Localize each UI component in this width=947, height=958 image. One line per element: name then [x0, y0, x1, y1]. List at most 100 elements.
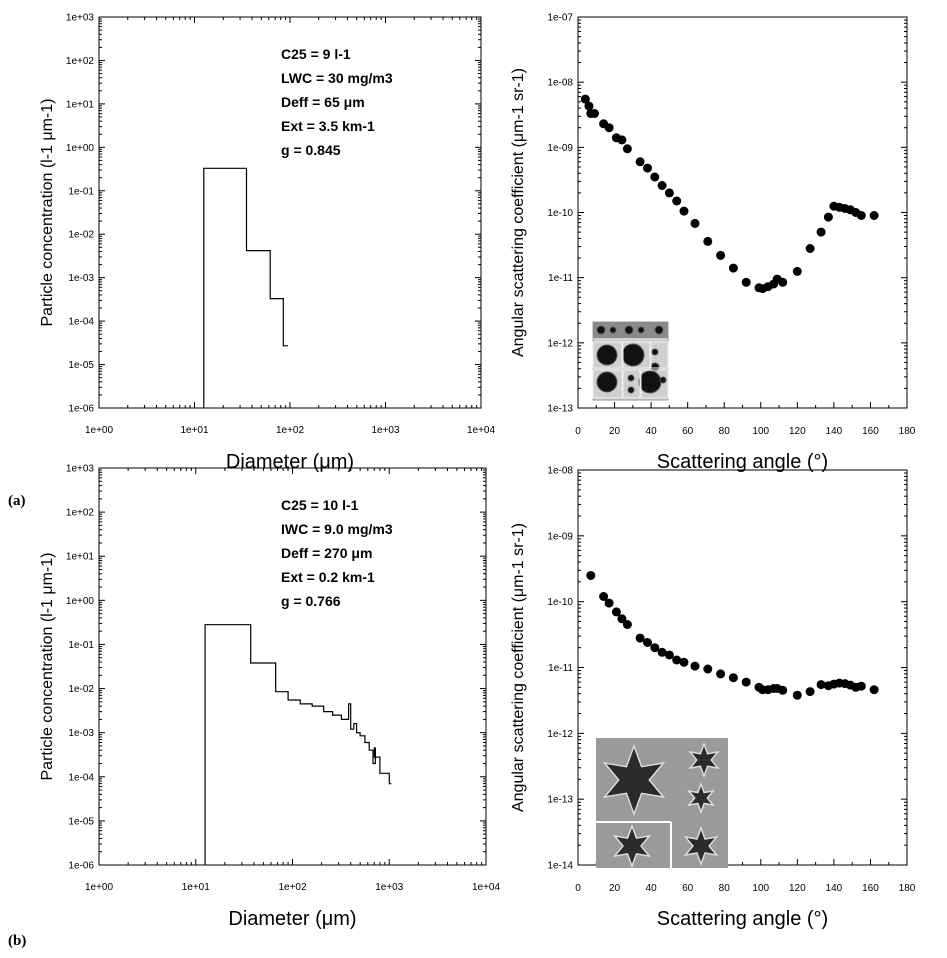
- droplet-shape: [627, 374, 635, 382]
- y-tick-label: 1e+02: [66, 56, 95, 67]
- chart-b-line: 1e-06 1e-05 1e-04 1e-03 1e-02 1e-01 1e+00 1e+01…: [39, 464, 500, 931]
- annotation-text: LWC = 30 mg/m3: [281, 70, 393, 86]
- data-point: [792, 266, 802, 276]
- chart-a-scatter: 1e-13 1e-12 1e-11 1e-10 1e-09 1e-08 1e-07 0 20 40…: [510, 13, 916, 474]
- x-tick-label: 140: [826, 883, 843, 894]
- x-tick-label: 100: [752, 883, 769, 894]
- y-tick-label: 1e-02: [68, 230, 94, 241]
- x-axis-label: Scattering angle (°): [657, 908, 828, 930]
- data-point: [599, 592, 609, 601]
- x-tick-label: 100: [752, 426, 769, 437]
- annotation-text: Deff = 65 μm: [281, 94, 365, 110]
- y-tick-label: 1e-08: [547, 78, 573, 89]
- y-tick-label: 1e-11: [548, 273, 573, 284]
- x-tick-label: 60: [682, 883, 694, 894]
- data-point: [617, 135, 627, 145]
- x-tick-label: 140: [826, 426, 843, 437]
- inset-cell: [640, 369, 669, 399]
- x-tick-label: 1e+04: [467, 425, 496, 436]
- x-tick-label: 1e+01: [182, 882, 211, 893]
- data-point: [869, 685, 879, 695]
- x-tick-label: 180: [899, 883, 916, 894]
- y-tick-label: 1e+01: [66, 552, 95, 563]
- y-axis-label: Angular scattering coefficient (μm-1 sr-…: [510, 523, 527, 812]
- x-tick-label: 180: [899, 426, 916, 437]
- ice-crystal-shape: [688, 741, 720, 779]
- inset-cell: [622, 369, 641, 399]
- data-point: [664, 650, 674, 660]
- data-point: [586, 571, 596, 580]
- data-point: [869, 211, 879, 220]
- data-point: [778, 685, 788, 695]
- y-tick-label: 1e-13: [547, 795, 573, 806]
- y-axis-label: Particle concentration (l-1 μm-1): [39, 99, 56, 327]
- x-axis-label: Scattering angle (°): [657, 451, 828, 473]
- y-tick-label: 1e+00: [66, 143, 95, 154]
- data-point: [604, 598, 614, 608]
- data-point: [728, 263, 738, 273]
- y-tick-label: 1e-05: [68, 360, 94, 371]
- x-axis-label: Diameter (μm): [228, 908, 356, 930]
- chart-b-scatter: 1e-14 1e-13 1e-12 1e-11 1e-10 1e-09 1e-08 0 20 40…: [510, 466, 916, 931]
- y-tick-label: 1e-06: [68, 404, 94, 415]
- y-tick-label: 1e+01: [66, 99, 95, 110]
- y-axis-label: Angular scattering coefficient (μm-1 sr-…: [510, 68, 527, 357]
- y-axis-label: Particle concentration (l-1 μm-1): [39, 553, 56, 781]
- droplet-shape: [596, 371, 618, 393]
- size-distribution-line: [204, 624, 392, 865]
- x-tick-label: 160: [862, 883, 879, 894]
- data-point: [679, 206, 689, 216]
- data-point: [590, 109, 599, 118]
- data-point: [657, 181, 667, 190]
- x-tick-label: 20: [609, 426, 621, 437]
- droplet-shape: [651, 348, 659, 356]
- x-tick-label: 1e+01: [180, 425, 209, 436]
- y-tick-label: 1e+03: [66, 464, 95, 475]
- y-tick-label: 1e-02: [68, 684, 94, 695]
- data-point: [622, 144, 632, 154]
- x-tick-label: 120: [789, 883, 806, 894]
- droplet-shape: [659, 376, 667, 384]
- data-point: [816, 680, 826, 690]
- annotation-text: C25 = 9 l-1: [281, 46, 351, 62]
- x-tick-label: 1e+02: [276, 425, 305, 436]
- x-tick-label: 40: [646, 426, 658, 437]
- data-point: [622, 620, 632, 629]
- data-point: [792, 690, 802, 700]
- y-tick-label: 1e-05: [68, 816, 94, 827]
- data-point: [643, 638, 652, 647]
- y-tick-label: 1e-03: [68, 728, 94, 739]
- x-tick-label: 1e+00: [85, 425, 114, 436]
- data-point: [690, 218, 700, 228]
- y-tick-label: 1e-01: [68, 640, 94, 651]
- ice-crystal-shape: [683, 825, 719, 867]
- data-point: [580, 94, 590, 104]
- data-point: [611, 607, 621, 617]
- data-point: [690, 661, 700, 671]
- panel-label-b: (b): [8, 933, 26, 949]
- ice-crystal-shape: [612, 823, 652, 869]
- annotation-text: Ext = 0.2 km-1: [281, 569, 375, 585]
- droplet-shape: [637, 326, 645, 334]
- data-point: [741, 677, 751, 687]
- data-point: [816, 227, 826, 237]
- inset-cell: [592, 369, 623, 399]
- y-tick-label: 1e-10: [547, 597, 573, 608]
- size-distribution-line: [203, 167, 288, 408]
- x-tick-label: 0: [575, 883, 581, 894]
- annotation-text: Ext = 3.5 km-1: [281, 118, 375, 134]
- y-tick-label: 1e+00: [66, 596, 95, 607]
- data-point: [856, 681, 866, 691]
- panel-label-a: (a): [8, 493, 26, 509]
- y-tick-label: 1e-12: [547, 338, 573, 349]
- inset-cell: [592, 341, 623, 369]
- data-point: [635, 157, 645, 167]
- inset-cell: [650, 341, 669, 369]
- y-tick-label: 1e+03: [66, 13, 95, 24]
- y-tick-label: 1e-14: [547, 861, 573, 872]
- data-point: [672, 655, 682, 665]
- inset-cell: [622, 341, 651, 369]
- data-point: [741, 277, 751, 287]
- y-tick-label: 1e-06: [68, 861, 94, 872]
